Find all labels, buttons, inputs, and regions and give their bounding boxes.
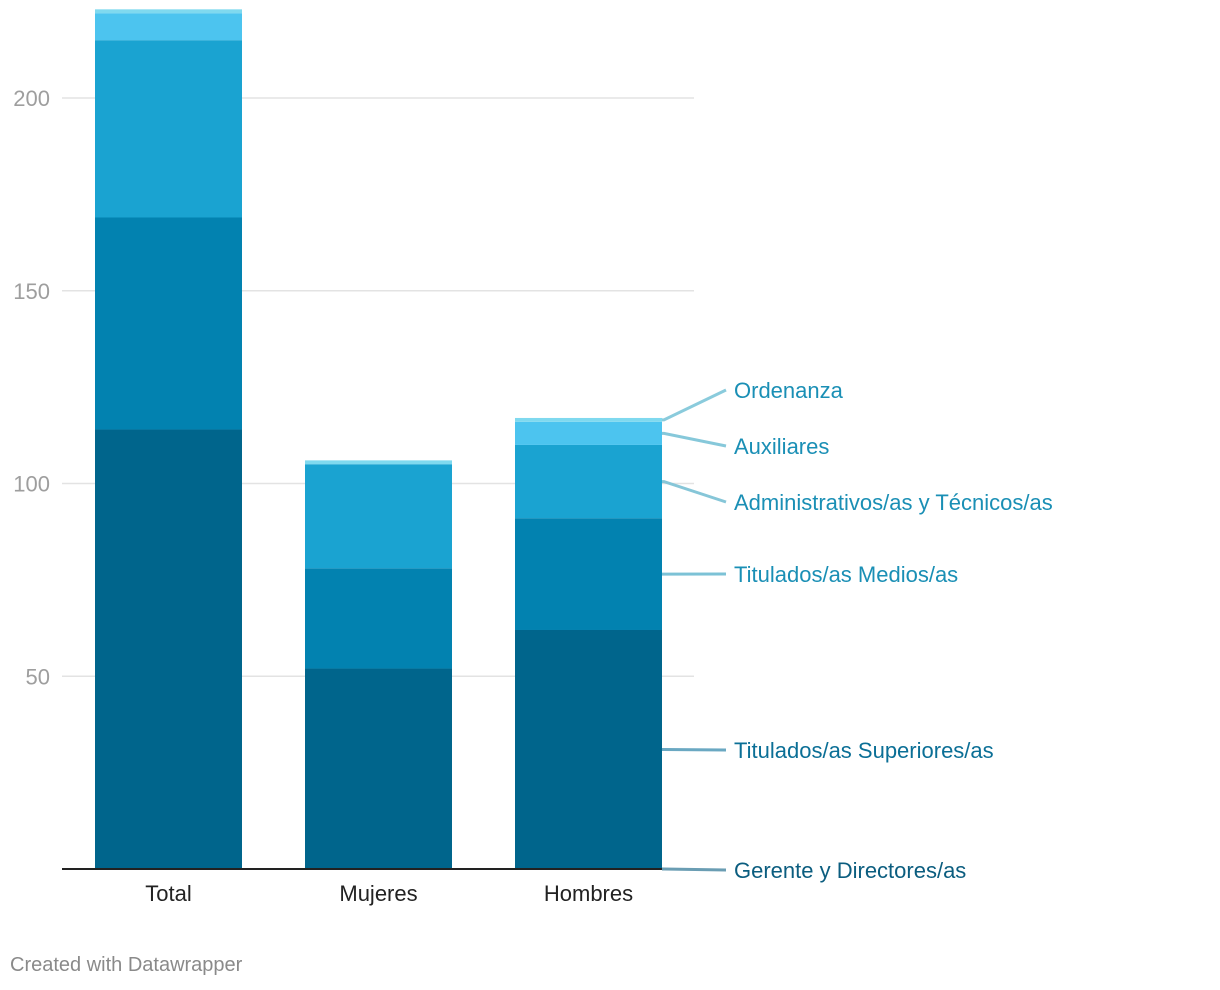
legend-label-3: Administrativos/as y Técnicos/as (734, 490, 1053, 515)
bar-segment-hombres-2 (515, 518, 662, 630)
bar-segment-hombres-3 (515, 444, 662, 519)
y-tick-label: 150 (13, 279, 50, 304)
bar-segment-hombres-5 (515, 417, 662, 422)
legend-connector-5 (662, 388, 727, 422)
y-tick-label: 200 (13, 86, 50, 111)
legend-label-4: Auxiliares (734, 434, 829, 459)
bar-segment-total-4 (95, 13, 242, 41)
legend-connector-3 (662, 480, 727, 504)
category-labels: Total Mujeres Hombres (145, 881, 633, 906)
bar-segment-hombres-4 (515, 421, 662, 445)
bar-segment-mujeres-5 (305, 460, 452, 465)
y-tick-label: 100 (13, 472, 50, 497)
bar-segment-mujeres-2 (305, 568, 452, 669)
category-label: Total (145, 881, 191, 906)
legend-label-5: Ordenanza (734, 378, 844, 403)
bar-segment-mujeres-3 (305, 464, 452, 569)
legend-label-2: Titulados/as Medios/as (734, 562, 958, 587)
legend-connector-4 (662, 431, 727, 448)
bars (95, 9, 662, 869)
bar-segment-hombres-1 (515, 629, 662, 869)
y-tick-label: 50 (26, 664, 50, 689)
bar-segment-total-1 (95, 429, 242, 869)
legend: Gerente y Directores/as Titulados/as Supe… (662, 378, 1053, 883)
bar-segment-mujeres-1 (305, 668, 452, 869)
y-axis-ticks: 50 100 150 200 (13, 86, 50, 689)
bar-segment-total-3 (95, 40, 242, 218)
category-label: Hombres (544, 881, 633, 906)
credit-text: Created with Datawrapper (10, 954, 243, 976)
legend-label-1: Titulados/as Superiores/as (734, 738, 994, 763)
bar-segment-total-5 (95, 9, 242, 14)
legend-connector-1 (662, 747, 727, 752)
bar-segment-total-2 (95, 217, 242, 430)
category-label: Mujeres (339, 881, 417, 906)
legend-label-0: Gerente y Directores/as (734, 858, 966, 883)
legend-connector-0 (662, 867, 727, 872)
